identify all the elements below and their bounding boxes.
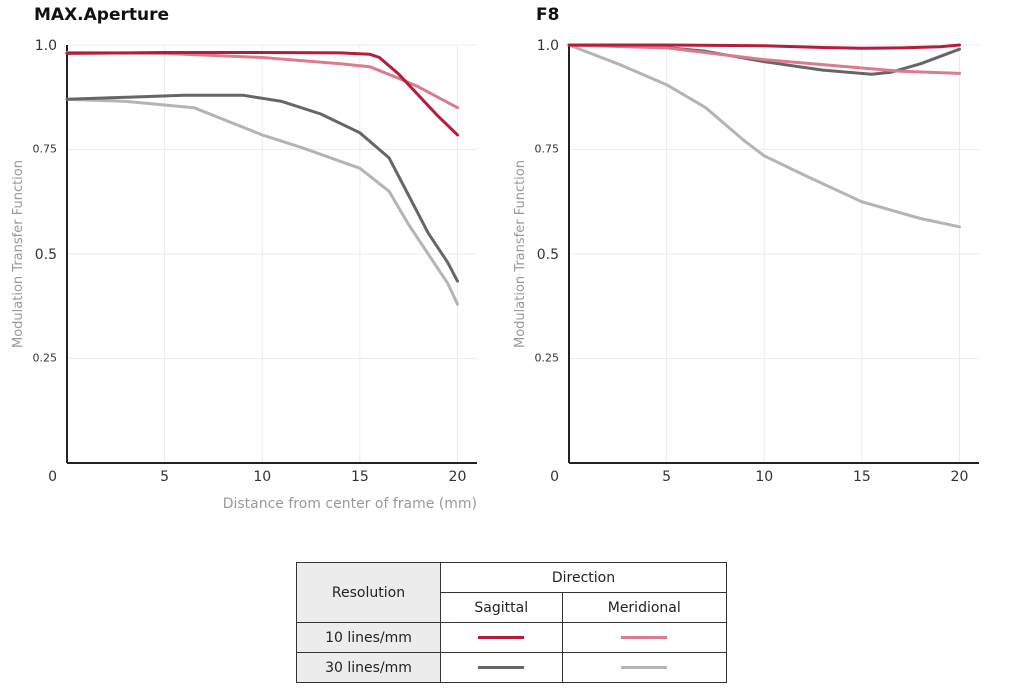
series-line-10-sagittal (65, 51, 459, 137)
y-tick-label: 0.25 (33, 352, 58, 365)
y-axis-label: Modulation Transfer Function (513, 160, 528, 348)
x-tick-label: 10 (253, 469, 271, 485)
mtf-chart-max-aperture: 0 0.25 0.5 0.75 1.0 5 10 15 20 Modulation Transfe… (11, 38, 477, 512)
y-tick-label: 0.5 (537, 247, 559, 263)
series-line-30-sagittal (65, 93, 459, 283)
y-tick-label: 1.0 (537, 38, 559, 54)
y-axis-label: Modulation Transfer Function (11, 160, 26, 348)
series-line-10-meridional (567, 43, 961, 75)
legend-table: Resolution Direction Sagittal Meridional… (296, 562, 728, 683)
x-tick-label: 15 (351, 469, 369, 485)
x-tick-label: 15 (853, 469, 871, 485)
series-line-30-meridional (65, 97, 459, 306)
chart-title-f8: F8 (536, 5, 560, 25)
y-tick-label: 0.75 (33, 143, 58, 156)
meridional-header: Meridional (561, 592, 728, 623)
sagittal-header: Sagittal (440, 592, 563, 623)
chart-title-max-aperture: MAX.Aperture (34, 5, 170, 25)
x-axis-label: Distance from center of frame (mm) (223, 496, 477, 512)
x-tick-label: 5 (662, 469, 671, 485)
legend-swatch-10-meridional (561, 622, 728, 653)
y-tick-label: 0.5 (35, 247, 57, 263)
y-tick-label: 0 (48, 469, 57, 485)
resolution-header: Resolution (296, 562, 441, 623)
swatch-line (621, 666, 668, 669)
legend-swatch-10-sagittal (440, 622, 563, 653)
x-tick-label: 10 (755, 469, 773, 485)
y-tick-label: 1.0 (35, 38, 57, 54)
y-tick-label: 0.25 (535, 352, 560, 365)
legend-row-label: 30 lines/mm (296, 652, 441, 683)
swatch-line (478, 636, 525, 639)
legend-swatch-30-sagittal (440, 652, 563, 683)
x-tick-label: 20 (449, 469, 467, 485)
swatch-line (621, 636, 668, 639)
swatch-line (478, 666, 525, 669)
y-tick-label: 0 (550, 469, 559, 485)
mtf-chart-f8: 0 0.25 0.5 0.75 1.0 5 10 15 20 Modulation Transfe… (513, 38, 979, 485)
x-tick-label: 5 (160, 469, 169, 485)
direction-header: Direction (440, 562, 727, 593)
series-line-30-meridional (567, 43, 961, 229)
legend-row-label: 10 lines/mm (296, 622, 441, 653)
x-tick-label: 20 (951, 469, 969, 485)
legend-swatch-30-meridional (561, 652, 728, 683)
series-line-10-sagittal (567, 43, 961, 50)
y-tick-label: 0.75 (535, 143, 560, 156)
series-line-10-meridional (65, 51, 459, 110)
